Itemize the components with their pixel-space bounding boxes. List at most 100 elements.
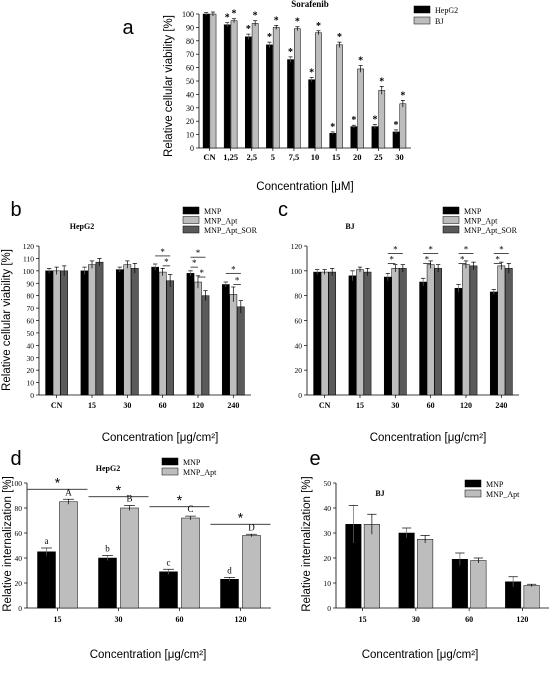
legend-swatch bbox=[182, 216, 200, 224]
legend-label: MNP_Apt_SOR bbox=[464, 226, 518, 235]
y-tick-label: 70 bbox=[186, 50, 194, 59]
significance-marker: * bbox=[400, 90, 405, 101]
y-tick-label: 10 bbox=[186, 131, 194, 140]
bar bbox=[220, 579, 239, 609]
x-tick-label: 60 bbox=[176, 615, 184, 624]
bar bbox=[272, 27, 280, 149]
bar bbox=[209, 13, 217, 149]
bar bbox=[45, 270, 54, 396]
bar bbox=[287, 59, 294, 149]
y-tick-label: 20 bbox=[324, 554, 332, 563]
bar-letter-label: B bbox=[126, 494, 132, 504]
bar bbox=[329, 133, 337, 149]
y-tick-label: 90 bbox=[27, 279, 35, 288]
y-tick-label: 100 bbox=[182, 10, 194, 19]
bar-letter-label: A bbox=[65, 487, 72, 497]
y-tick-label: 10 bbox=[324, 579, 332, 588]
bar bbox=[181, 517, 200, 609]
bar bbox=[315, 32, 322, 149]
y-tick-label: 80 bbox=[15, 504, 23, 513]
y-tick-label: 40 bbox=[27, 341, 35, 350]
bar bbox=[348, 275, 357, 396]
panel-letter: b bbox=[10, 199, 21, 221]
bar bbox=[426, 264, 435, 396]
legend-swatch bbox=[442, 206, 460, 215]
bar bbox=[454, 287, 463, 396]
bar bbox=[470, 560, 487, 609]
panel-d: d HepG2 0 20 40 60 80 100 15 30 60 120 Concentration… bbox=[2, 448, 271, 661]
bar bbox=[98, 557, 117, 609]
bar bbox=[236, 306, 245, 396]
bar bbox=[391, 268, 400, 396]
bar bbox=[37, 551, 56, 609]
x-axis-label: Concentration [μg/cm²] bbox=[102, 432, 219, 444]
significance-marker: * bbox=[316, 21, 321, 32]
chart-title: HepG2 bbox=[96, 464, 120, 473]
bar bbox=[363, 271, 372, 396]
bar-letter-label: d bbox=[227, 565, 232, 575]
x-axis-label: Concentration [μg/cm²] bbox=[362, 649, 479, 661]
bar-letter-label: C bbox=[187, 504, 193, 514]
significance-marker: * bbox=[495, 254, 500, 264]
bar bbox=[357, 68, 364, 149]
x-tick-label: 120 bbox=[235, 615, 247, 624]
x-tick-label: 30 bbox=[391, 401, 399, 410]
bar bbox=[462, 264, 470, 396]
x-tick-label: CN bbox=[319, 401, 331, 410]
y-axis-label: Relative cellular viability [%] bbox=[163, 15, 175, 157]
y-tick-label: 60 bbox=[15, 529, 23, 538]
bar bbox=[320, 271, 329, 396]
bar bbox=[363, 524, 380, 609]
bar bbox=[186, 273, 195, 396]
legend: HepG2 BJ bbox=[413, 5, 458, 26]
y-tick-label: 20 bbox=[27, 366, 35, 375]
legend-label: MNP_Apt bbox=[183, 468, 217, 477]
chart-title: BJ bbox=[345, 222, 354, 231]
significance-marker: * bbox=[464, 244, 469, 254]
x-tick-label: 30 bbox=[123, 401, 131, 410]
bar bbox=[523, 585, 540, 609]
y-tick-label: 80 bbox=[27, 292, 35, 301]
bar bbox=[378, 90, 386, 149]
x-tick-label: 15 bbox=[359, 615, 367, 624]
y-tick-label: 0 bbox=[298, 391, 302, 400]
y-tick-label: 110 bbox=[23, 254, 34, 263]
panel-b: b HepG2 0 10 20 30 40 50 60 70 80 90 100 110 120 CN 15 30… bbox=[1, 199, 258, 444]
bar bbox=[328, 271, 337, 396]
y-tick-label: 30 bbox=[324, 529, 332, 538]
panel-letter: a bbox=[122, 17, 134, 39]
bar-letter-label: D bbox=[248, 522, 255, 532]
x-tick-label: 7,5 bbox=[289, 152, 300, 162]
significance-marker: * bbox=[337, 32, 342, 43]
significance-marker: * bbox=[246, 24, 251, 35]
bar bbox=[489, 291, 498, 396]
x-tick-label: 15 bbox=[332, 152, 341, 162]
bar bbox=[202, 13, 210, 149]
x-tick-label: 5 bbox=[271, 152, 275, 162]
y-tick-label: 80 bbox=[186, 37, 194, 46]
x-axis-label: Concentration [μg/cm²] bbox=[370, 432, 487, 444]
bar-letter-label: b bbox=[105, 544, 110, 554]
significance-marker: * bbox=[358, 56, 363, 67]
legend-label: MNP_Apt_SOR bbox=[204, 226, 258, 235]
y-axis-label: Relative cellular viability [%] bbox=[1, 249, 13, 391]
x-axis-label: Concentration [μg/cm²] bbox=[90, 649, 207, 661]
legend-swatch bbox=[182, 206, 200, 215]
y-tick-label: 60 bbox=[27, 317, 35, 326]
legend-swatch bbox=[442, 225, 460, 234]
y-tick-label: 10 bbox=[27, 379, 35, 388]
bar bbox=[242, 535, 261, 609]
bar bbox=[52, 270, 61, 396]
y-tick-label: 80 bbox=[295, 292, 303, 301]
bar bbox=[194, 281, 202, 396]
y-tick-label: 0 bbox=[327, 604, 331, 613]
bar bbox=[158, 271, 167, 396]
bar bbox=[80, 270, 89, 396]
x-tick-label: 15 bbox=[54, 615, 62, 624]
x-tick-label: 25 bbox=[374, 152, 383, 162]
y-tick-label: 40 bbox=[15, 554, 23, 563]
